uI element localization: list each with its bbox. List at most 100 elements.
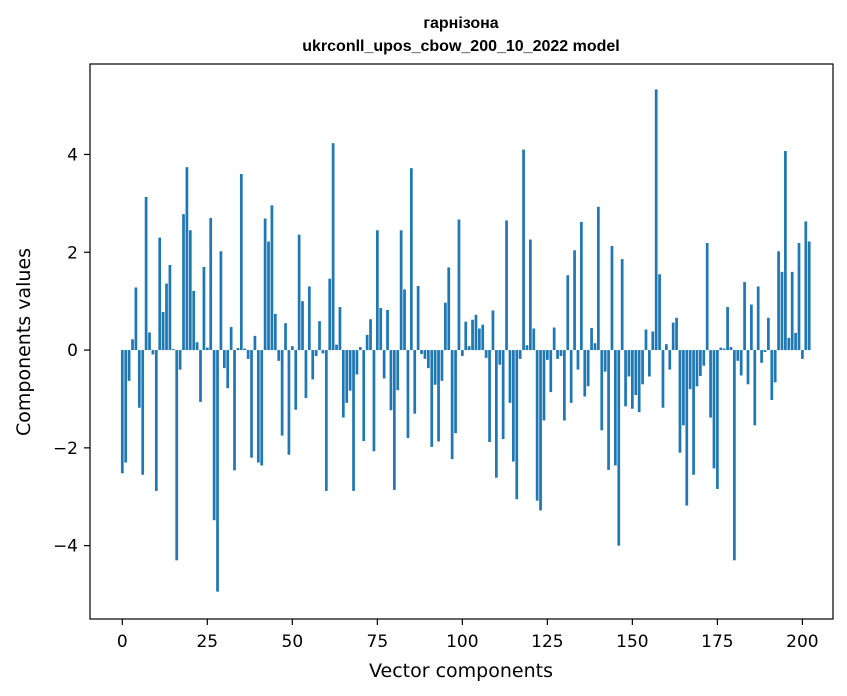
bar	[484, 350, 488, 358]
bar	[369, 319, 372, 351]
bar	[141, 350, 145, 475]
bar	[209, 218, 213, 351]
bar	[151, 350, 155, 355]
bar	[433, 350, 437, 385]
bar	[529, 239, 532, 351]
bar	[512, 350, 515, 462]
bar	[335, 344, 338, 351]
bar	[256, 350, 260, 463]
bar	[195, 342, 199, 351]
bar	[212, 350, 216, 521]
bar	[481, 324, 485, 351]
bar	[185, 167, 189, 351]
bar	[386, 309, 389, 351]
bar	[127, 350, 131, 381]
x-tick-label: 0	[117, 632, 128, 652]
bar	[593, 343, 597, 351]
bar	[804, 221, 808, 351]
x-tick-label: 125	[531, 632, 563, 652]
y-tick-label: −4	[53, 537, 78, 557]
bar	[124, 350, 128, 463]
bar	[131, 339, 134, 351]
bar	[552, 327, 556, 351]
bar	[314, 350, 318, 356]
bar	[168, 264, 172, 351]
bar	[307, 286, 311, 351]
bar	[712, 350, 716, 469]
y-tick-label: 4	[67, 145, 78, 165]
bar	[573, 250, 576, 351]
bar	[467, 346, 471, 351]
bar	[767, 317, 770, 351]
bar	[392, 350, 396, 490]
bar	[580, 221, 583, 351]
bar	[590, 328, 593, 351]
bar	[192, 290, 196, 351]
bar	[597, 206, 600, 351]
y-tick-label: 2	[67, 243, 78, 263]
bar	[250, 350, 253, 458]
bar	[144, 197, 148, 351]
bar	[362, 350, 366, 442]
bar	[216, 350, 219, 592]
bar	[219, 251, 223, 351]
bar	[243, 348, 247, 351]
bar	[733, 350, 736, 561]
bar	[716, 350, 719, 489]
bar	[736, 350, 740, 361]
bar	[794, 332, 797, 351]
bar	[321, 350, 325, 354]
bar	[494, 350, 498, 478]
bar	[253, 335, 257, 351]
bar	[617, 350, 621, 546]
bar	[222, 350, 226, 369]
bar	[699, 350, 702, 376]
bar	[233, 350, 236, 471]
bar	[627, 350, 631, 377]
bar	[631, 350, 634, 409]
bar	[641, 350, 644, 385]
bar	[161, 311, 165, 351]
bar	[671, 322, 675, 351]
bar	[226, 350, 230, 389]
x-axis: 0 25 50 75 100 125 150 175 200	[117, 619, 819, 652]
bar	[175, 350, 179, 561]
bar	[719, 347, 723, 351]
bar	[682, 350, 685, 426]
bar	[396, 350, 400, 391]
bar	[471, 319, 474, 351]
x-tick-label: 100	[446, 632, 478, 652]
bar	[702, 350, 706, 366]
bar	[515, 350, 519, 500]
bar	[522, 149, 525, 351]
bar	[311, 350, 315, 380]
x-tick-label: 75	[367, 632, 389, 652]
bar	[773, 350, 777, 383]
bar	[460, 350, 464, 356]
bar	[236, 348, 240, 351]
bar	[678, 350, 682, 453]
bar	[770, 350, 774, 400]
bar	[365, 334, 369, 351]
x-tick-label: 175	[701, 632, 733, 652]
bar	[447, 267, 451, 351]
bar	[426, 350, 430, 369]
bar	[324, 350, 328, 491]
bar	[409, 168, 413, 351]
bar	[229, 327, 233, 351]
bar	[341, 350, 345, 418]
bar	[134, 287, 138, 351]
bar	[423, 350, 427, 359]
bar	[797, 242, 801, 351]
bar	[583, 350, 587, 397]
bar	[753, 350, 757, 426]
bar	[620, 259, 624, 351]
bar	[301, 301, 304, 351]
bar	[614, 350, 617, 466]
bar	[624, 350, 627, 407]
bar	[739, 350, 743, 376]
y-tick-label: −2	[53, 439, 78, 459]
bar	[355, 350, 359, 375]
bar	[576, 350, 580, 370]
